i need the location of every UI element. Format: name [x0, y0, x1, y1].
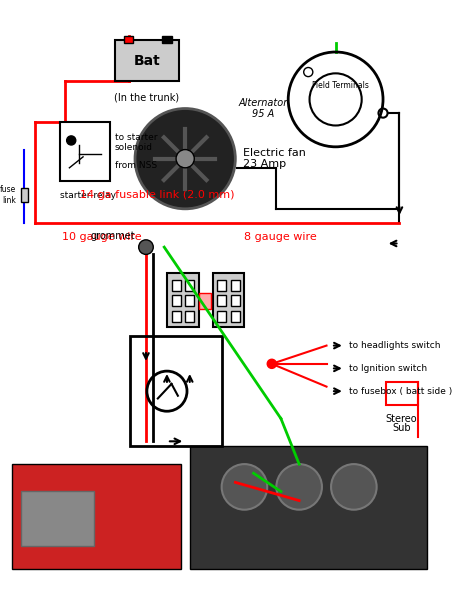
Text: Sub: Sub — [391, 423, 410, 433]
Bar — [230, 311, 239, 322]
Bar — [171, 311, 180, 322]
Bar — [385, 382, 417, 405]
Circle shape — [276, 464, 321, 510]
Bar — [171, 280, 180, 291]
Circle shape — [175, 149, 194, 168]
Text: fuse
link: fuse link — [0, 185, 17, 205]
Text: Stereo: Stereo — [385, 414, 416, 424]
Bar — [130, 337, 221, 446]
Bar — [230, 295, 239, 307]
Bar — [12, 464, 180, 569]
Bar — [185, 311, 194, 322]
Circle shape — [67, 136, 75, 145]
Text: Field Terminals: Field Terminals — [311, 81, 368, 90]
Text: starter relay: starter relay — [60, 191, 116, 200]
Bar — [217, 280, 226, 291]
Bar — [185, 295, 194, 307]
Text: Electric fan
23 Amp: Electric fan 23 Amp — [242, 148, 305, 169]
Bar — [21, 188, 28, 202]
Text: (In the trunk): (In the trunk) — [114, 92, 179, 102]
Text: grommet: grommet — [90, 231, 135, 241]
Circle shape — [138, 240, 153, 254]
Bar — [60, 122, 110, 181]
Text: to starter
solenoid: to starter solenoid — [115, 133, 157, 152]
Text: Alternator
95 A: Alternator 95 A — [238, 98, 287, 119]
Text: 8 gauge wire: 8 gauge wire — [244, 232, 317, 242]
Circle shape — [221, 464, 267, 510]
Bar — [189, 446, 426, 569]
Bar — [167, 272, 199, 328]
Text: 10 gauge wire: 10 gauge wire — [62, 232, 141, 242]
Bar — [171, 295, 180, 307]
Bar — [21, 491, 94, 546]
Bar — [199, 293, 210, 309]
Bar — [217, 311, 226, 322]
Text: to headlights switch: to headlights switch — [349, 341, 440, 350]
Text: 14 ga fusable link (2.0 mm): 14 ga fusable link (2.0 mm) — [80, 190, 234, 200]
Bar — [185, 280, 194, 291]
Text: to Ignition switch: to Ignition switch — [349, 364, 426, 373]
Text: from NSS: from NSS — [115, 161, 157, 170]
Bar — [162, 35, 171, 43]
Circle shape — [330, 464, 376, 510]
Bar — [124, 35, 133, 43]
Bar — [217, 295, 226, 307]
Bar — [230, 280, 239, 291]
Bar — [212, 272, 244, 328]
Circle shape — [135, 109, 235, 209]
Text: to fusebox ( batt side ): to fusebox ( batt side ) — [349, 386, 451, 395]
Text: Bat: Bat — [133, 53, 160, 68]
Bar — [115, 40, 178, 81]
Circle shape — [267, 359, 276, 368]
